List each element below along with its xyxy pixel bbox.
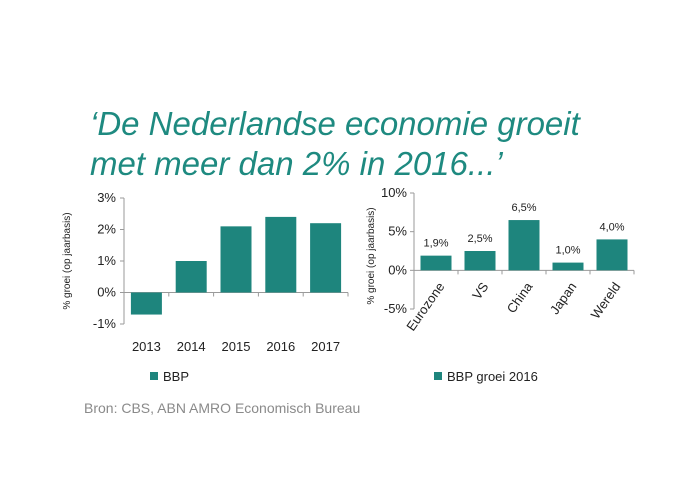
- bar-2014: [175, 261, 207, 293]
- bar-China: [508, 220, 540, 271]
- x-tick-label: VS: [469, 279, 491, 302]
- bar-VS: [464, 251, 496, 271]
- y-tick-label: 0%: [97, 285, 116, 300]
- legend-label: BBP groei 2016: [447, 369, 538, 384]
- x-tick-label: 2016: [266, 339, 295, 354]
- y-tick-label: 1%: [97, 253, 116, 268]
- y-tick-label: 0%: [388, 262, 407, 277]
- y-tick-label: -5%: [384, 301, 408, 316]
- bar-2017: [310, 223, 342, 293]
- bar-Japan: [552, 262, 584, 271]
- x-tick-label: 2015: [222, 339, 251, 354]
- x-tick-label: 2014: [177, 339, 206, 354]
- data-label: 1,0%: [555, 245, 580, 257]
- x-tick-label: 2017: [311, 339, 340, 354]
- y-tick-label: 3%: [97, 190, 116, 205]
- x-tick-label: Eurozone: [403, 279, 447, 333]
- x-tick-label: China: [504, 279, 536, 316]
- bar-2013: [130, 292, 162, 315]
- bar-2016: [265, 216, 297, 293]
- y-axis-title: % groei (op jaarbasis): [366, 207, 377, 304]
- x-tick-label: Wereld: [588, 279, 624, 321]
- legend-swatch: [434, 372, 442, 380]
- y-axis-title: % groei (op jaarbasis): [62, 212, 73, 309]
- title-line-2: met meer dan 2% in 2016...’: [90, 145, 503, 182]
- x-tick-label: Japan: [547, 279, 580, 317]
- source-note: Bron: CBS, ABN AMRO Economisch Bureau: [84, 400, 361, 416]
- data-label: 4,0%: [599, 221, 624, 233]
- x-tick-label: 2013: [132, 339, 161, 354]
- bar-Wereld: [596, 239, 628, 271]
- title-line-1: ‘De Nederlandse economie groeit: [90, 105, 580, 142]
- data-label: 2,5%: [467, 233, 492, 245]
- bar-2015: [220, 226, 252, 293]
- y-tick-label: -1%: [93, 316, 117, 331]
- y-tick-label: 10%: [381, 185, 407, 200]
- slide-title: ‘De Nederlandse economie groeit met meer…: [90, 104, 690, 184]
- y-tick-label: 2%: [97, 222, 116, 237]
- bar-Eurozone: [420, 255, 452, 271]
- legend-label: BBP: [163, 369, 189, 384]
- y-tick-label: 5%: [388, 224, 407, 239]
- data-label: 6,5%: [511, 202, 536, 214]
- data-label: 1,9%: [423, 238, 448, 250]
- legend-swatch: [150, 372, 158, 380]
